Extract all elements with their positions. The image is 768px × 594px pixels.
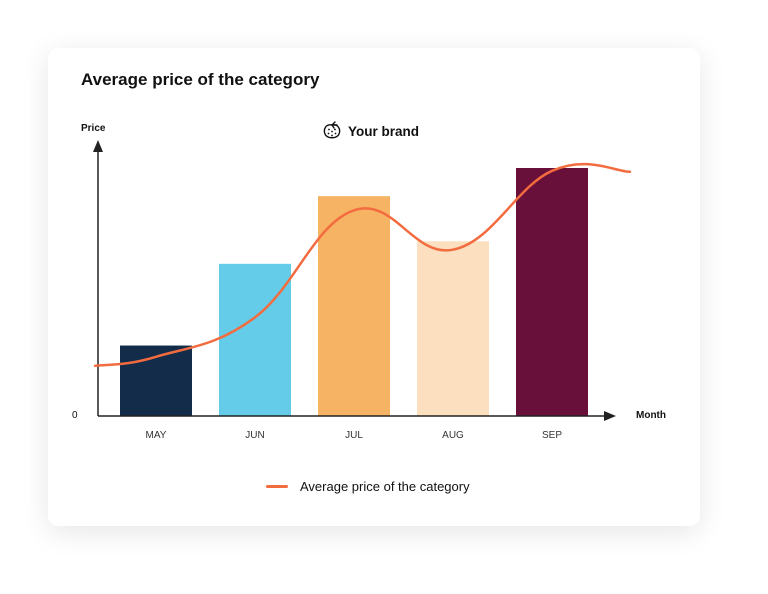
x-tick-label-may: MAY <box>146 430 167 441</box>
x-tick-label-aug: AUG <box>442 430 464 441</box>
y-axis-zero-label: 0 <box>72 410 78 421</box>
y-axis-arrow <box>93 140 103 152</box>
x-tick-label-jun: JUN <box>245 430 264 441</box>
legend-label: Average price of the category <box>300 479 470 494</box>
bar-jul <box>318 196 390 416</box>
legend-swatch <box>266 485 288 488</box>
chart-title: Average price of the category <box>81 70 320 89</box>
y-axis-label: Price <box>81 123 106 134</box>
brand-name: Your brand <box>348 123 420 139</box>
strawberry-icon <box>323 121 341 139</box>
bar-aug <box>417 241 489 416</box>
series-line-average-price <box>93 162 632 368</box>
bar-sep <box>516 168 588 416</box>
legend: Average price of the category <box>266 479 470 494</box>
x-axis-arrow <box>604 411 616 421</box>
x-tick-label-sep: SEP <box>542 430 562 441</box>
brand-logo: Your brand <box>322 121 419 141</box>
x-tick-label-jul: JUL <box>345 430 363 441</box>
x-axis-label: Month <box>636 410 666 421</box>
bar-jun <box>219 263 291 416</box>
